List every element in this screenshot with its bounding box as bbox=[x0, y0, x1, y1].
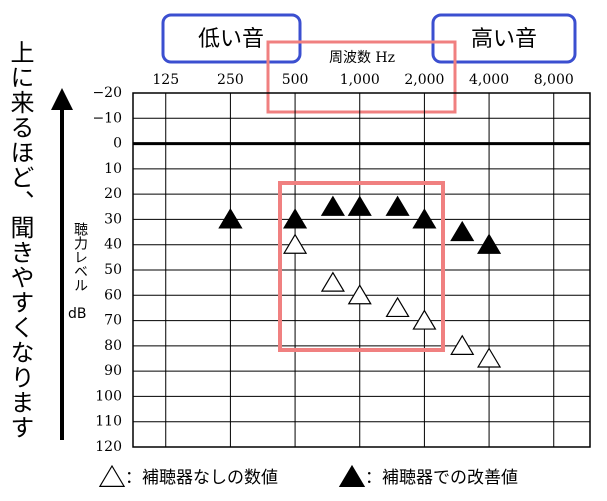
y-tick-label: −20 bbox=[92, 85, 122, 101]
y-tick-label: 60 bbox=[104, 287, 122, 303]
x-tick-label: 2,000 bbox=[404, 72, 444, 88]
y-tick-label: 100 bbox=[95, 388, 122, 404]
x-tick-label: 125 bbox=[152, 72, 179, 88]
legend-marker bbox=[98, 464, 126, 487]
side-note: 上に来るほど、聞きやすくなります bbox=[6, 40, 34, 440]
x-tick-label: 500 bbox=[282, 72, 309, 88]
unaided-marker bbox=[385, 296, 410, 318]
y-tick-label: 120 bbox=[95, 439, 122, 455]
unaided-marker bbox=[412, 309, 437, 330]
x-tick-label: 250 bbox=[217, 72, 244, 88]
aided-marker bbox=[385, 195, 410, 216]
x-tick-label: 4,000 bbox=[469, 72, 509, 88]
aided-marker bbox=[450, 220, 475, 242]
aided-marker bbox=[218, 208, 243, 229]
unaided-marker bbox=[347, 284, 372, 305]
x-tick-label: 1,000 bbox=[340, 72, 380, 88]
y-tick-label: 50 bbox=[104, 262, 122, 278]
unaided-marker bbox=[477, 347, 502, 368]
y-tick-label: 40 bbox=[104, 237, 122, 253]
y-tick-label: 10 bbox=[104, 161, 122, 177]
low-box bbox=[161, 13, 302, 64]
y-tick-label: 80 bbox=[104, 338, 122, 354]
y-axis-unit: dB bbox=[68, 306, 87, 322]
aided-marker bbox=[320, 195, 345, 216]
legend-label: ：補聴器での改善値 bbox=[365, 468, 518, 488]
y-tick-label: 110 bbox=[95, 414, 122, 430]
y-tick-label: 20 bbox=[104, 186, 122, 202]
y-tick-label: 30 bbox=[104, 211, 122, 227]
x-tick-label: 8,000 bbox=[534, 72, 574, 88]
legend-marker bbox=[338, 464, 366, 487]
unaided-marker bbox=[450, 334, 475, 355]
y-tick-label: 70 bbox=[104, 313, 122, 329]
y-tick-label: −10 bbox=[92, 110, 122, 126]
y-axis-label: 聴力レベル bbox=[72, 222, 88, 292]
high-box bbox=[431, 13, 577, 64]
low-label: 低い音 bbox=[198, 27, 264, 52]
x-axis-title: 周波数 Hz bbox=[329, 50, 395, 66]
high-label: 高い音 bbox=[471, 27, 537, 52]
arrow-head bbox=[51, 88, 73, 110]
title-box bbox=[266, 40, 457, 114]
aided-marker bbox=[347, 195, 372, 216]
plot-border bbox=[132, 92, 591, 448]
unaided-marker bbox=[320, 271, 345, 292]
aided-marker bbox=[412, 208, 437, 229]
aided-marker bbox=[283, 208, 308, 229]
unaided-marker bbox=[283, 233, 308, 254]
aided-marker bbox=[477, 233, 502, 254]
legend-label: ：補聴器なしの数値 bbox=[125, 468, 278, 488]
highlight-box bbox=[278, 181, 445, 352]
y-tick-label: 90 bbox=[104, 363, 122, 379]
y-tick-label: 0 bbox=[113, 136, 122, 152]
